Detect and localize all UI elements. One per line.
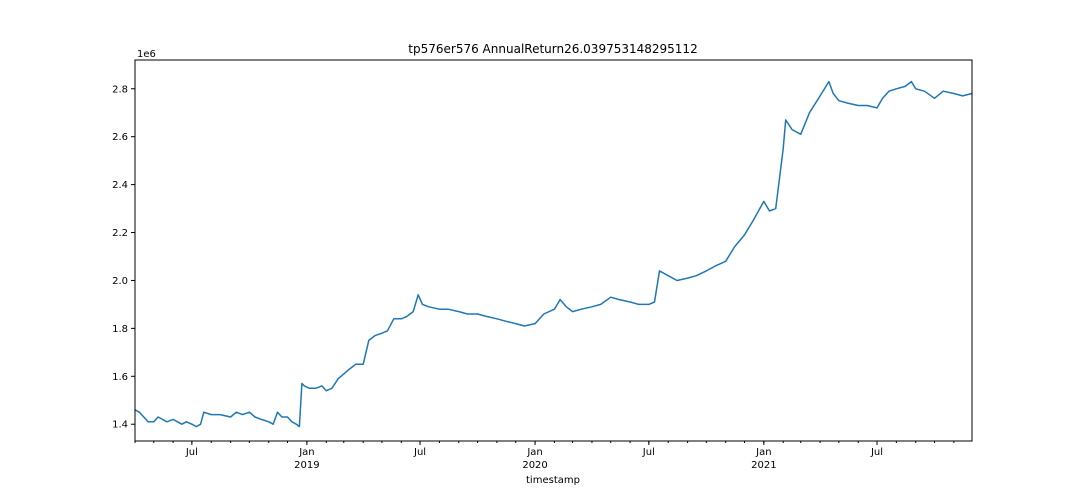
x-tick-label: Jul [642, 447, 655, 458]
x-axis: Jul Jan 2019 Jul Jan 2020 Jul Jan 2021 Jul [134, 441, 955, 471]
x-tick-label: Jul [870, 447, 883, 458]
y-tick-label: 2.8 [112, 84, 128, 95]
x-tick-year-label: 2019 [294, 460, 319, 471]
plot-area [134, 80, 973, 428]
y-tick-label: 1.6 [112, 372, 128, 383]
y-tick-label: 2.4 [112, 180, 128, 191]
x-tick-label: Jul [413, 447, 426, 458]
x-axis-label: timestamp [526, 475, 580, 486]
y-tick-label: 2.0 [112, 276, 128, 287]
y-offset-label: 1e6 [137, 49, 156, 60]
series-line [134, 80, 973, 428]
y-axis: 1.4 1.6 1.8 2.0 2.2 2.4 2.6 2.8 [112, 84, 135, 431]
y-tick-label: 1.8 [112, 324, 128, 335]
plot-frame [134, 59, 973, 442]
x-tick-label: Jul [185, 447, 198, 458]
x-tick-year-label: 2020 [522, 460, 547, 471]
x-tick-label: Jan [755, 447, 771, 458]
y-tick-label: 2.2 [112, 228, 128, 239]
x-tick-label: Jan [298, 447, 314, 458]
x-tick-label: Jan [526, 447, 542, 458]
x-tick-year-label: 2021 [751, 460, 776, 471]
y-tick-label: 2.6 [112, 132, 128, 143]
y-tick-label: 1.4 [112, 420, 128, 431]
chart-title: tp576er576 AnnualReturn26.03975314829511… [408, 42, 697, 56]
